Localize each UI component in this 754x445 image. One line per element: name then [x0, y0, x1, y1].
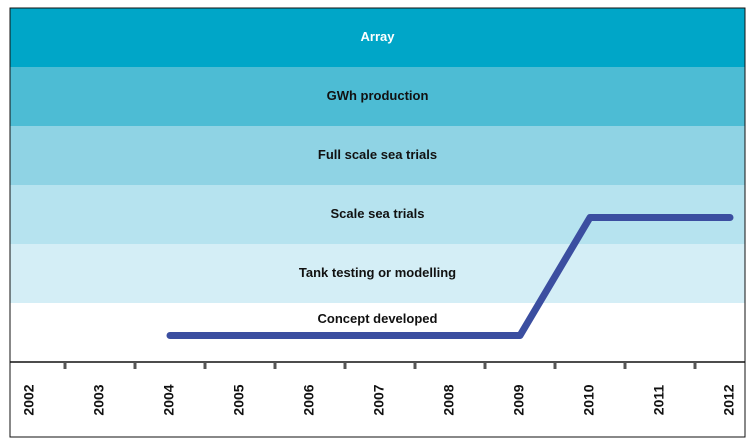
stage-band: [10, 244, 745, 303]
x-tick-label: 2003: [91, 384, 107, 415]
x-tick-label: 2007: [371, 384, 387, 415]
x-tick-label: 2010: [581, 384, 597, 415]
x-tick-label: 2008: [441, 384, 457, 415]
x-tick-label: 2011: [651, 385, 667, 416]
x-tick-label: 2002: [21, 384, 37, 415]
stage-band: [10, 67, 745, 126]
stage-label: Scale sea trials: [331, 206, 425, 221]
stage-label: Full scale sea trials: [318, 147, 437, 162]
stage-label: Tank testing or modelling: [299, 265, 456, 280]
stage-label: GWh production: [327, 88, 429, 103]
frame: [9, 7, 746, 438]
x-tick-label: 2012: [721, 384, 737, 415]
x-tick-label: 2006: [301, 384, 317, 415]
x-tick-label: 2005: [231, 384, 247, 415]
stage-label: Concept developed: [318, 311, 438, 326]
stage-band: [10, 126, 745, 185]
stage-label: Array: [361, 29, 396, 44]
stage-band: [10, 8, 745, 67]
x-tick-label: 2004: [161, 384, 177, 415]
x-tick-label: 2009: [511, 384, 527, 415]
progress-line: [166, 214, 734, 339]
